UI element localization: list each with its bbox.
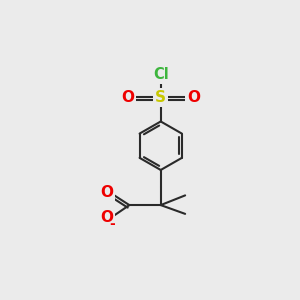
Text: O: O xyxy=(121,90,134,105)
Text: S: S xyxy=(155,90,166,105)
Text: Cl: Cl xyxy=(153,67,169,82)
Text: O: O xyxy=(100,185,113,200)
Text: O: O xyxy=(100,210,113,225)
Text: -: - xyxy=(109,217,115,231)
Text: O: O xyxy=(188,90,200,105)
